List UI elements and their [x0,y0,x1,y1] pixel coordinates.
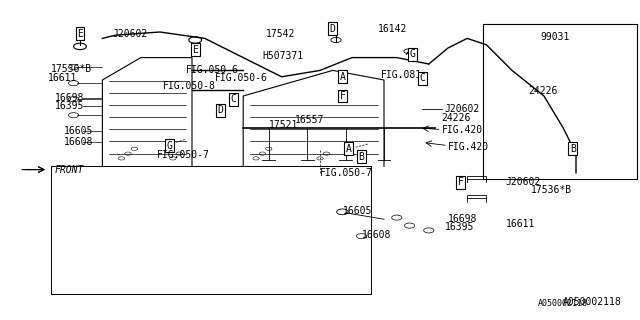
Text: 24226: 24226 [442,113,471,124]
Text: A050002118: A050002118 [563,297,622,308]
Text: J20602: J20602 [445,104,480,114]
Text: G: G [410,49,416,60]
Text: FIG.420: FIG.420 [442,124,483,135]
Text: 16608: 16608 [64,137,93,148]
Text: A: A [346,144,352,154]
Text: B: B [358,152,365,162]
Text: A050002118: A050002118 [538,300,588,308]
Text: FIG.050-6: FIG.050-6 [186,65,239,76]
Text: FIG.081: FIG.081 [381,70,422,80]
Text: C: C [419,73,426,84]
Text: 16698: 16698 [448,214,477,224]
Text: FIG.420: FIG.420 [448,142,489,152]
Text: H507371: H507371 [262,51,303,61]
Text: 16395: 16395 [445,222,474,232]
Text: FIG.050-6: FIG.050-6 [214,73,268,84]
Text: 17536*B: 17536*B [51,64,92,74]
Text: G: G [166,140,173,151]
Text: FIG.050-8: FIG.050-8 [163,81,216,92]
Text: 17536*B: 17536*B [531,185,572,196]
Text: 16611: 16611 [506,219,535,229]
Text: 16611: 16611 [48,73,77,84]
Text: C: C [230,94,237,104]
Text: J20602: J20602 [112,28,147,39]
Text: B: B [570,144,576,154]
Text: F: F [339,91,346,101]
Text: 16557: 16557 [294,115,324,125]
Text: A: A [339,72,346,82]
Text: 17521: 17521 [269,120,298,130]
Text: 99031: 99031 [541,32,570,42]
Text: E: E [192,44,198,55]
Text: 16605: 16605 [342,206,372,216]
Text: 17542: 17542 [266,28,295,39]
Text: 16698: 16698 [54,92,84,103]
Text: FIG.050-7: FIG.050-7 [157,150,210,160]
Text: E: E [77,28,83,39]
Text: J20602: J20602 [506,177,541,188]
Text: 16395: 16395 [54,100,84,111]
Text: 16142: 16142 [378,24,407,34]
Text: D: D [330,24,336,34]
Text: D: D [218,105,224,116]
Text: 24226: 24226 [528,86,557,96]
Text: FRONT: FRONT [54,164,84,175]
Text: 16605: 16605 [64,126,93,136]
Text: 16608: 16608 [362,230,391,240]
Text: F: F [458,177,464,188]
Text: FIG.050-7: FIG.050-7 [320,168,373,178]
